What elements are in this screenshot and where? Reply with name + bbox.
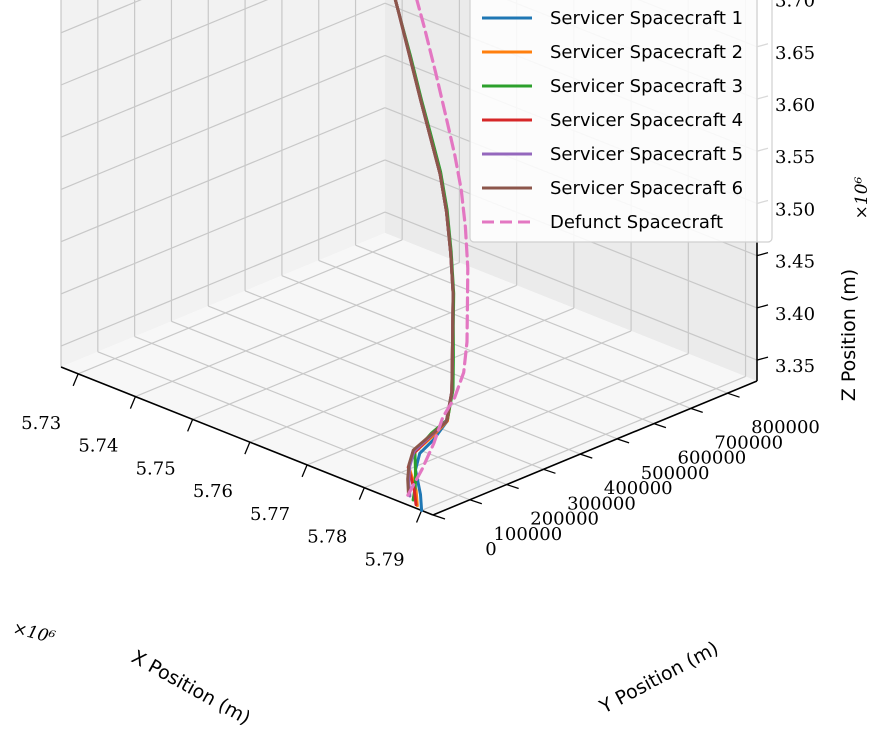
z-tick-label: 3.55 <box>775 147 815 168</box>
z-tick-label: 3.50 <box>775 199 815 220</box>
z-tick-label: 3.70 <box>775 0 815 12</box>
grid-z-left <box>60 54 386 190</box>
series-line-7 <box>406 0 470 497</box>
y-axis-label: Y Position (m) <box>595 637 722 718</box>
y-tick <box>432 514 446 520</box>
grid-x-floor <box>192 284 517 420</box>
grid-z-left <box>60 159 386 295</box>
y-tick-label: 600000 <box>678 448 747 469</box>
y-tick-label: 700000 <box>714 432 783 453</box>
x-tick <box>187 419 194 432</box>
grid-x-floor <box>249 307 575 443</box>
legend-label: Servicer Spacecraft 4 <box>550 110 743 131</box>
y-tick <box>469 499 483 505</box>
legend-label: Servicer Spacecraft 3 <box>550 76 743 97</box>
axis-ticks: 5.73 5.74 5.75 5.76 5.77 5.78 5.79 010000020000… <box>21 0 820 570</box>
y-tick-label: 300000 <box>567 493 636 514</box>
z-tick <box>756 304 769 309</box>
x-tick <box>415 510 423 523</box>
series-lines <box>393 0 470 512</box>
x-tick-label: 5.76 <box>193 481 233 502</box>
y-tick-label: 800000 <box>751 417 820 438</box>
x-tick-label: 5.78 <box>307 527 347 548</box>
z-multiplier: ×10⁶ <box>852 176 872 219</box>
grid-x-floor <box>306 330 632 466</box>
x-tick-label: 5.75 <box>136 458 176 479</box>
grid-x-floor <box>421 375 746 512</box>
x-axis-label: X Position (m) <box>128 646 254 729</box>
legend: Servicer Spacecraft 1 Servicer Spacecraft… <box>469 0 773 243</box>
grid-z-left <box>60 0 142 34</box>
grid-z-right <box>384 211 758 361</box>
grid-x-floor <box>77 239 403 375</box>
legend-label: Servicer Spacecraft 6 <box>550 178 743 199</box>
y-tick-label: 0 <box>485 539 496 560</box>
z-axis-label: Z Position (m) <box>838 269 860 401</box>
z-tick-label: 3.65 <box>775 43 815 64</box>
grid-y-floor <box>208 305 581 455</box>
grid-x-floor <box>364 353 689 489</box>
x-tick-label: 5.77 <box>250 504 290 525</box>
y-tick <box>690 407 703 414</box>
grid-x-floor <box>135 262 460 398</box>
y-tick-label: 500000 <box>641 463 710 484</box>
grid-z-left <box>60 211 386 347</box>
grid-z-left <box>60 0 269 86</box>
x-tick <box>358 487 365 500</box>
grid-y-floor <box>281 275 655 425</box>
x-axis-line <box>60 366 434 516</box>
grid-y-floor <box>244 290 618 440</box>
legend-label: Defunct Spacecraft <box>550 212 723 233</box>
legend-label: Servicer Spacecraft 1 <box>550 8 743 29</box>
y-tick-label: 200000 <box>530 509 599 530</box>
x-tick <box>301 464 308 478</box>
z-tick-label: 3.45 <box>775 252 815 273</box>
grid-y-floor <box>134 335 507 486</box>
legend-label: Servicer Spacecraft 2 <box>550 42 743 63</box>
y-tick <box>543 468 556 474</box>
z-tick-label: 3.60 <box>775 95 815 116</box>
grid-y-floor <box>355 244 728 394</box>
y-tick <box>616 438 630 444</box>
y-tick <box>580 453 593 459</box>
x-multiplier: ×10⁶ <box>11 618 57 648</box>
z-tick <box>756 252 769 257</box>
z-tick-label: 3.40 <box>775 304 815 325</box>
grid-y-floor <box>318 259 691 409</box>
pane-floor <box>61 233 757 515</box>
x-tick <box>129 396 136 409</box>
z-tick-label: 3.35 <box>775 356 815 377</box>
x-tick-label: 5.73 <box>21 413 61 434</box>
y-tick-label: 400000 <box>604 478 673 499</box>
y-tick <box>506 483 519 490</box>
pane-x <box>61 0 385 367</box>
x-tick <box>244 441 251 455</box>
z-tick <box>756 356 769 361</box>
series-line-6 <box>393 0 455 495</box>
legend-label: Servicer Spacecraft 5 <box>550 144 743 165</box>
grid-z-left <box>60 2 386 138</box>
y-tick-label: 100000 <box>493 524 562 545</box>
grid-z-left <box>60 107 386 243</box>
grid-y-floor <box>171 320 544 470</box>
x-tick <box>72 373 79 387</box>
legend-box <box>469 0 773 243</box>
y-tick <box>727 392 740 398</box>
x-tick-label: 5.79 <box>365 549 405 570</box>
y-axis-line <box>432 380 758 516</box>
y-tick <box>653 423 667 429</box>
x-tick-label: 5.74 <box>78 436 118 457</box>
